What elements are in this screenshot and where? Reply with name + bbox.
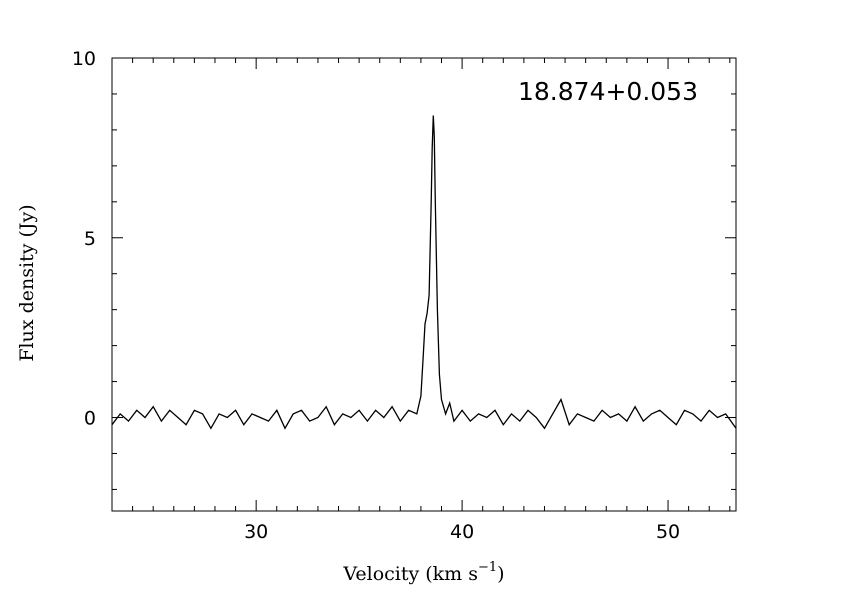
x-axis-label: Velocity (km s−1)	[342, 560, 504, 585]
y-tick-label: 0	[84, 408, 96, 430]
x-tick-label: 50	[656, 521, 680, 543]
y-axis-label: Flux density (Jy)	[16, 204, 38, 361]
plot-frame	[111, 57, 737, 512]
spectrum-line	[111, 115, 737, 430]
x-tick-label: 40	[450, 521, 474, 543]
x-axis-label-close: )	[497, 563, 504, 585]
axis-ticks	[111, 57, 736, 511]
x-axis-label-main: Velocity (km s	[342, 563, 478, 585]
y-tick-label: 10	[72, 48, 96, 70]
tick-labels: 30 40 50 0 5 10	[72, 48, 680, 543]
x-tick-label: 30	[244, 521, 268, 543]
x-axis-label-superscript: −1	[478, 560, 497, 575]
y-tick-label: 5	[84, 228, 96, 250]
source-annotation: 18.874+0.053	[518, 77, 698, 106]
